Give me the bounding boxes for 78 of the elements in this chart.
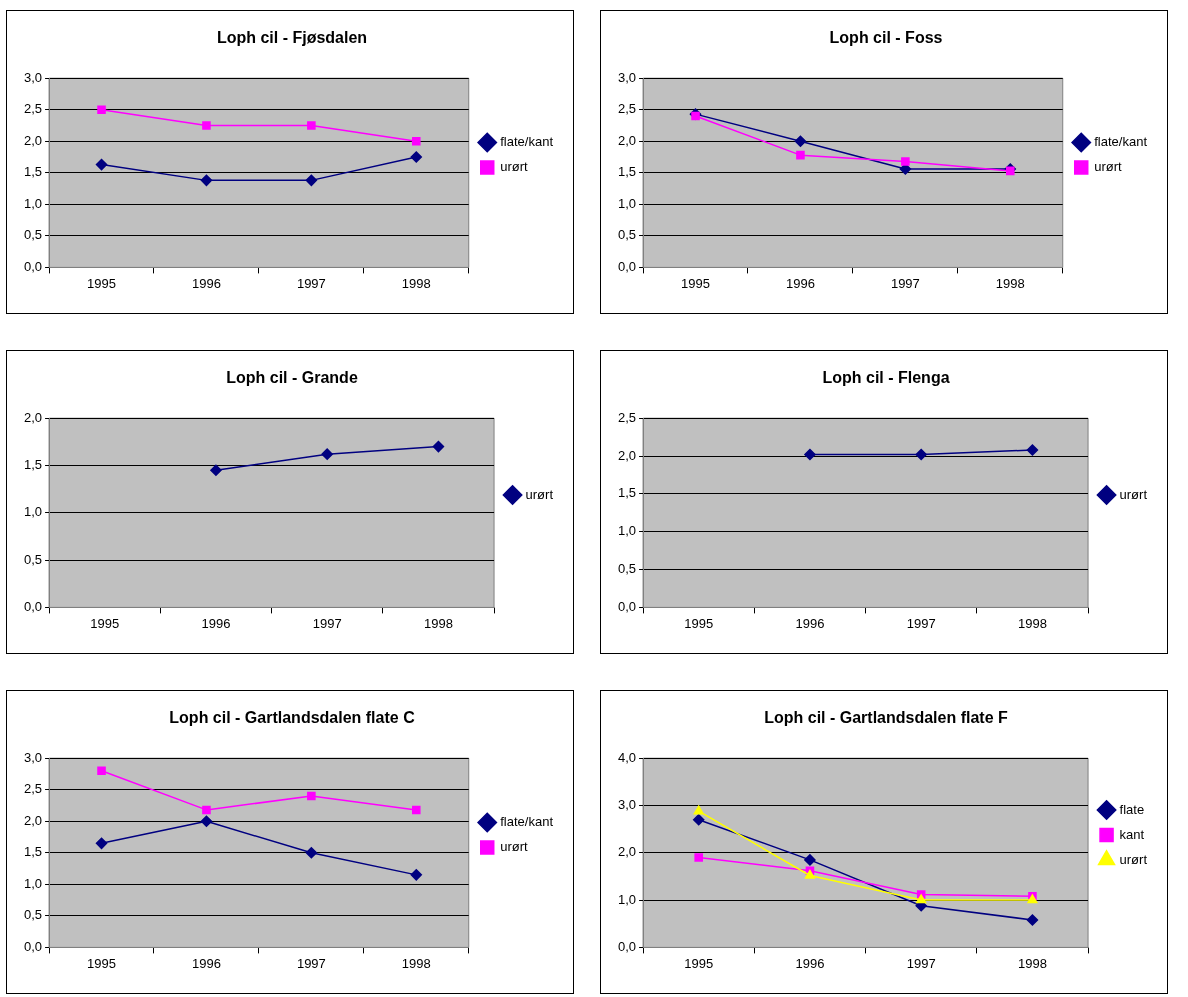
x-tick-label: 1996 (795, 955, 825, 971)
y-tick-label: 1,0 (23, 504, 43, 520)
x-tick-label: 1998 (1017, 615, 1047, 631)
y-tick-label: 1,0 (617, 523, 637, 539)
y-tick-label: 0,5 (617, 561, 637, 577)
x-tick-label: 1997 (296, 275, 326, 291)
x-tick-label: 1996 (191, 955, 221, 971)
y-tick-label: 3,0 (617, 69, 637, 85)
x-tick-label: 1995 (684, 955, 714, 971)
y-tick-label: 1,5 (617, 164, 637, 180)
y-tick-label: 2,0 (617, 132, 637, 148)
x-tick-label: 1996 (785, 275, 815, 291)
legend-label: flate (1119, 801, 1145, 817)
legend-label: urørt (500, 839, 529, 855)
y-tick-label: 2,0 (23, 812, 43, 828)
x-tick-label: 1996 (201, 615, 231, 631)
chart-title: Loph cil - Foss (829, 29, 943, 47)
y-tick-label: 0,5 (23, 551, 43, 567)
legend-label: flate/kant (500, 134, 554, 150)
x-tick-label: 1997 (890, 275, 920, 291)
y-tick-label: 0,0 (617, 258, 637, 274)
x-tick-label: 1995 (90, 615, 120, 631)
y-tick-label: 3,0 (23, 749, 43, 765)
y-tick-label: 1,5 (617, 485, 637, 501)
x-tick-label: 1998 (995, 275, 1025, 291)
x-tick-label: 1995 (681, 275, 710, 291)
y-tick-label: 2,5 (23, 781, 43, 797)
legend-label: urørt (1119, 851, 1148, 867)
y-tick-label: 3,0 (617, 797, 637, 813)
y-tick-label: 0,5 (23, 907, 43, 923)
y-tick-label: 4,0 (617, 749, 637, 765)
x-tick-label: 1998 (423, 615, 453, 631)
x-tick-label: 1995 (87, 955, 116, 971)
chart-title: Loph cil - Flenga (822, 369, 950, 387)
y-tick-label: 2,0 (23, 132, 43, 148)
y-tick-label: 0,0 (617, 938, 637, 954)
y-tick-label: 1,5 (23, 457, 43, 473)
x-tick-label: 1995 (684, 615, 714, 631)
y-tick-label: 0,5 (23, 227, 43, 243)
y-tick-label: 2,0 (617, 447, 637, 463)
x-tick-label: 1996 (191, 275, 221, 291)
y-tick-label: 1,0 (23, 195, 43, 211)
legend-label: urørt (1094, 159, 1123, 175)
legend-label: flate/kant (500, 814, 554, 830)
x-tick-label: 1998 (401, 275, 431, 291)
legend-label: urørt (500, 159, 529, 175)
x-tick-label: 1997 (296, 955, 326, 971)
y-tick-label: 0,0 (23, 598, 43, 614)
chart-title: Loph cil - Gartlandsdalen flate C (169, 709, 416, 727)
chart-title: Loph cil - Gartlandsdalen flate F (764, 709, 1009, 727)
y-tick-label: 1,0 (617, 195, 637, 211)
y-tick-label: 2,5 (617, 409, 637, 425)
y-tick-label: 3,0 (23, 69, 43, 85)
y-tick-label: 1,5 (23, 844, 43, 860)
legend-label: kant (1119, 826, 1145, 842)
x-tick-label: 1997 (312, 615, 342, 631)
chart-title: Loph cil - Fjøsdalen (216, 29, 368, 47)
x-tick-label: 1997 (906, 615, 936, 631)
legend-label: urørt (525, 486, 554, 502)
legend-label: flate/kant (1094, 134, 1148, 150)
y-tick-label: 0,0 (617, 598, 637, 614)
y-tick-label: 1,0 (23, 875, 43, 891)
y-tick-label: 2,0 (617, 844, 637, 860)
x-tick-label: 1998 (1017, 955, 1047, 971)
x-tick-label: 1996 (795, 615, 825, 631)
y-tick-label: 1,0 (617, 891, 637, 907)
y-tick-label: 2,5 (23, 101, 43, 117)
x-tick-label: 1995 (87, 275, 116, 291)
y-tick-label: 2,5 (617, 101, 637, 117)
y-tick-label: 0,0 (23, 938, 43, 954)
y-tick-label: 0,5 (617, 227, 637, 243)
x-tick-label: 1998 (401, 955, 431, 971)
legend-label: urørt (1119, 486, 1148, 502)
x-tick-label: 1997 (906, 955, 936, 971)
y-tick-label: 0,0 (23, 258, 43, 274)
y-tick-label: 2,0 (23, 409, 43, 425)
y-tick-label: 1,5 (23, 164, 43, 180)
chart-title: Loph cil - Grande (226, 369, 358, 387)
